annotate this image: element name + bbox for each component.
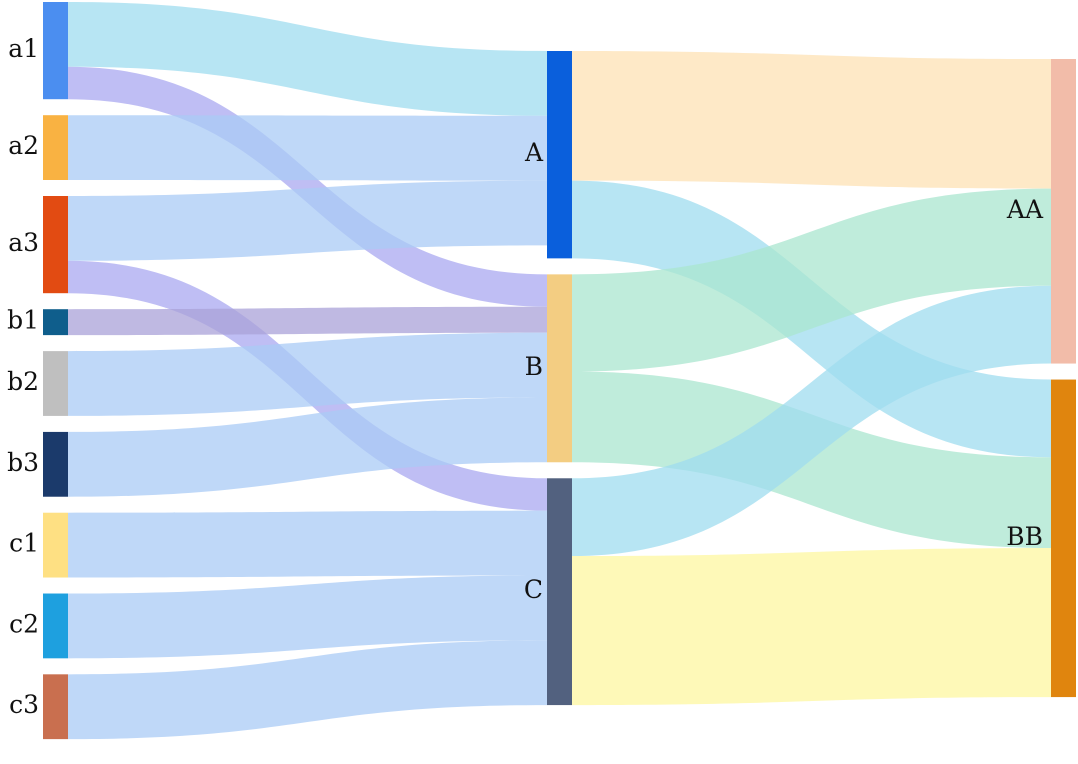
node-label-b3: b3 <box>7 448 39 477</box>
link-b2-B <box>68 332 547 416</box>
node-label-A: A <box>524 138 544 167</box>
link-a3-A <box>68 180 547 261</box>
link-C-BB <box>572 548 1051 706</box>
link-B-AA <box>572 188 1051 372</box>
labels-layer: a1 a2 a3 b1 b2 b3 c1 c2 c3 A B C AA BB <box>7 34 1044 719</box>
links-layer <box>68 2 1051 740</box>
node-label-BB: BB <box>1006 522 1043 551</box>
node-label-c1: c1 <box>9 529 39 558</box>
link-b3-B <box>68 397 547 497</box>
node-label-a2: a2 <box>8 131 39 160</box>
link-c2-C <box>68 575 547 659</box>
node-C <box>547 478 572 706</box>
node-a3 <box>43 196 68 294</box>
link-a2-A <box>68 115 547 181</box>
link-A-AA <box>572 51 1051 189</box>
node-c3 <box>43 674 68 740</box>
node-AA <box>1051 59 1076 364</box>
nodes-layer <box>43 2 1076 740</box>
node-b2 <box>43 351 68 416</box>
node-a2 <box>43 115 68 180</box>
node-a1 <box>43 2 68 100</box>
node-BB <box>1051 379 1076 698</box>
node-c2 <box>43 593 68 659</box>
node-b3 <box>43 431 68 497</box>
node-label-a1: a1 <box>8 34 39 63</box>
node-A <box>547 51 572 259</box>
link-b1-B <box>68 306 547 336</box>
node-B <box>547 274 572 463</box>
link-c1-C <box>68 510 547 578</box>
node-label-C: C <box>524 575 543 604</box>
link-c3-C <box>68 640 547 740</box>
node-b1 <box>43 309 68 336</box>
node-label-b2: b2 <box>7 367 39 396</box>
link-C-AA <box>572 285 1051 557</box>
link-a1-B <box>68 66 547 307</box>
link-a1-A <box>68 2 547 116</box>
node-c1 <box>43 512 68 578</box>
node-label-c2: c2 <box>9 609 39 638</box>
node-label-c3: c3 <box>9 690 39 719</box>
node-label-a3: a3 <box>8 228 39 257</box>
node-label-B: B <box>525 352 543 381</box>
node-label-b1: b1 <box>7 306 39 335</box>
node-label-AA: AA <box>1006 195 1044 224</box>
